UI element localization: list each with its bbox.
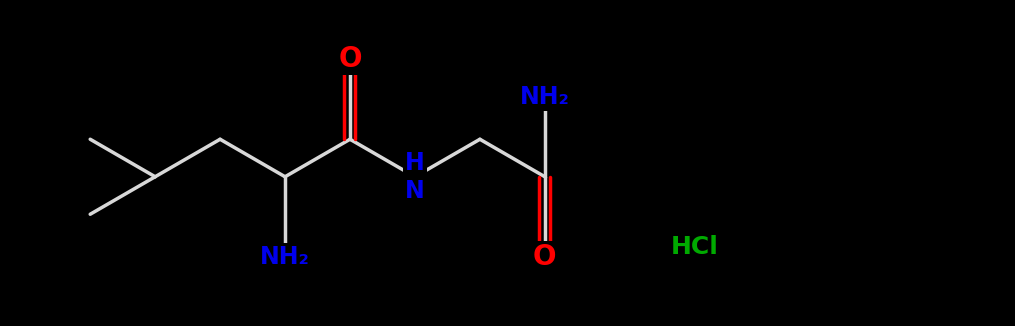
Text: HCl: HCl <box>671 235 719 259</box>
Text: H
N: H N <box>405 151 425 203</box>
Text: NH₂: NH₂ <box>520 85 569 109</box>
Text: O: O <box>533 243 556 271</box>
Text: O: O <box>338 45 361 73</box>
Text: NH₂: NH₂ <box>260 245 310 269</box>
